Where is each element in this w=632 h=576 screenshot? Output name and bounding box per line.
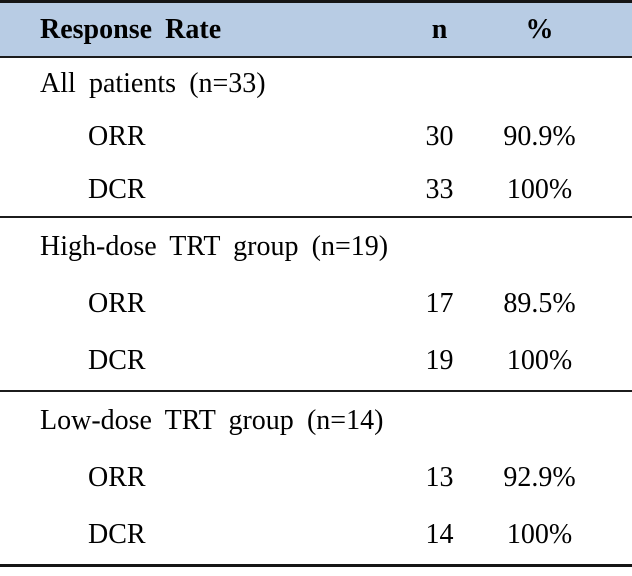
header-response-rate: Response Rate [40,13,222,45]
section-title: All patients (n=33) [40,68,266,100]
section-title: High-dose TRT group (n=19) [40,230,389,262]
row-label: DCR [88,345,146,377]
table-row: ORR 13 92.9% [0,449,632,506]
row-label: ORR [88,461,146,493]
section-low-dose: Low-dose TRT group (n=14) ORR 13 92.9% D… [0,392,632,564]
section-title: Low-dose TRT group (n=14) [40,404,384,436]
table-top-rule [0,0,632,3]
table-header-row: Response Rate n % [0,3,632,56]
row-n-value: 14 [425,519,454,551]
header-percent: % [525,13,554,45]
section-separator-rule [0,216,632,218]
section-title-row: High-dose TRT group (n=19) [0,218,632,275]
row-label: DCR [88,173,146,205]
row-n-value: 17 [425,287,454,319]
row-label: ORR [88,287,146,319]
row-pct-value: 100% [506,345,573,377]
row-pct-value: 92.9% [503,461,576,493]
row-n-value: 30 [425,121,454,152]
row-pct-value: 89.5% [503,287,576,319]
row-label: DCR [88,519,146,551]
table-bottom-rule [0,564,632,567]
section-high-dose: High-dose TRT group (n=19) ORR 17 89.5% … [0,218,632,390]
row-n-value: 19 [425,345,454,377]
table-row: DCR 14 100% [0,507,632,564]
header-bottom-rule [0,56,632,58]
section-title-row: Low-dose TRT group (n=14) [0,392,632,449]
row-pct-value: 90.9% [503,121,576,152]
table-row: ORR 30 90.9% [0,111,632,164]
row-n-value: 33 [425,173,454,205]
section-all-patients: All patients (n=33) ORR 30 90.9% DCR 33 … [0,58,632,216]
row-pct-value: 100% [506,519,573,551]
table-row: DCR 33 100% [0,163,632,216]
row-label: ORR [88,121,146,152]
header-n: n [431,13,448,45]
section-title-row: All patients (n=33) [0,58,632,111]
row-n-value: 13 [425,461,454,493]
table-row: DCR 19 100% [0,333,632,390]
table-row: ORR 17 89.5% [0,275,632,332]
row-pct-value: 100% [506,173,573,205]
section-separator-rule [0,390,632,392]
